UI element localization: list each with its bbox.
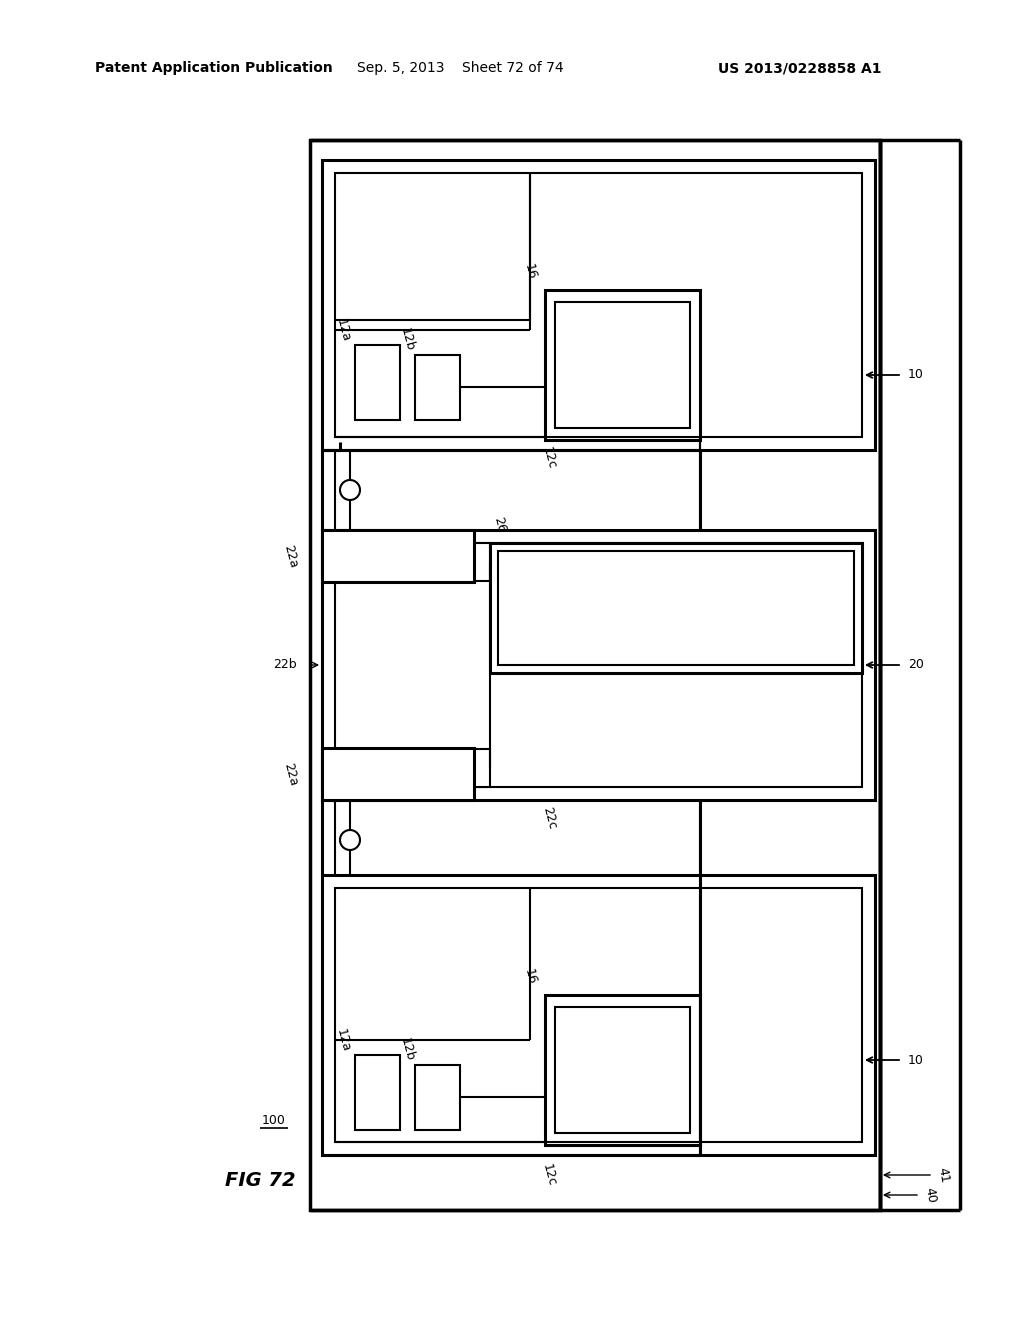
Text: 40: 40 bbox=[923, 1187, 938, 1204]
Bar bbox=[355, 1055, 400, 1130]
Text: 12c: 12c bbox=[540, 1163, 558, 1188]
Text: 20: 20 bbox=[908, 659, 924, 672]
Bar bbox=[355, 345, 400, 420]
Text: 26: 26 bbox=[492, 516, 508, 535]
Bar bbox=[335, 748, 490, 787]
Text: Sep. 5, 2013    Sheet 72 of 74: Sep. 5, 2013 Sheet 72 of 74 bbox=[356, 61, 563, 75]
Bar bbox=[310, 140, 880, 1210]
Text: 10: 10 bbox=[908, 1053, 924, 1067]
Bar bbox=[335, 543, 862, 787]
Bar bbox=[335, 173, 862, 437]
Bar bbox=[322, 748, 474, 800]
Bar bbox=[555, 302, 690, 428]
Text: 12a: 12a bbox=[334, 1027, 352, 1053]
Text: 16: 16 bbox=[521, 968, 539, 986]
Text: 12c: 12c bbox=[540, 445, 558, 471]
Text: 12a: 12a bbox=[334, 317, 352, 343]
Text: 22b: 22b bbox=[273, 659, 297, 672]
Text: 22a: 22a bbox=[282, 543, 300, 569]
Text: 100: 100 bbox=[262, 1114, 286, 1126]
Bar bbox=[322, 160, 874, 450]
Bar bbox=[415, 355, 460, 420]
Bar bbox=[498, 550, 854, 665]
Bar bbox=[322, 531, 474, 582]
Bar bbox=[322, 875, 874, 1155]
Bar bbox=[545, 995, 700, 1144]
Text: 12b: 12b bbox=[397, 1038, 417, 1063]
Text: 22a: 22a bbox=[282, 760, 300, 787]
Bar bbox=[545, 290, 700, 440]
Text: 41: 41 bbox=[935, 1166, 950, 1184]
Circle shape bbox=[340, 480, 360, 500]
Bar bbox=[490, 543, 862, 673]
Text: 22c: 22c bbox=[540, 805, 558, 830]
Text: FIG 72: FIG 72 bbox=[225, 1171, 296, 1189]
Text: Patent Application Publication: Patent Application Publication bbox=[95, 61, 333, 75]
Bar bbox=[322, 531, 874, 800]
Bar bbox=[335, 543, 490, 581]
Text: 16: 16 bbox=[521, 263, 539, 281]
Text: US 2013/0228858 A1: US 2013/0228858 A1 bbox=[718, 61, 882, 75]
Bar bbox=[555, 1007, 690, 1133]
Text: 12b: 12b bbox=[397, 327, 417, 352]
Bar bbox=[335, 888, 862, 1142]
Text: 10: 10 bbox=[908, 368, 924, 381]
Bar bbox=[415, 1065, 460, 1130]
Circle shape bbox=[340, 830, 360, 850]
